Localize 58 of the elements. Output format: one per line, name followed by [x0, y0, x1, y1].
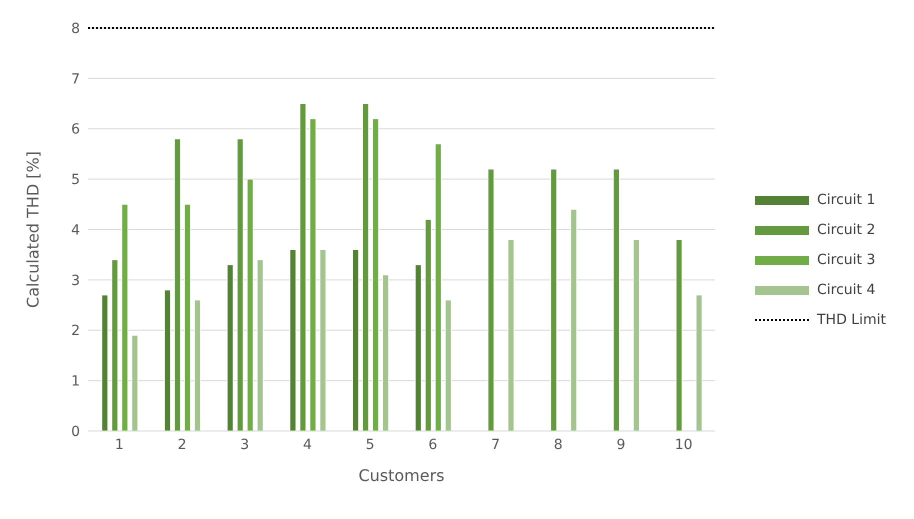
- x-tick-label: 7: [491, 436, 500, 453]
- bar: [256, 259, 264, 431]
- x-axis-title: Customers: [358, 466, 445, 485]
- legend-label: Circuit 3: [816, 252, 876, 268]
- x-tick-label: 4: [302, 436, 312, 453]
- legend-label: Circuit 4: [816, 282, 876, 298]
- y-axis-title: Calculated THD [%]: [24, 151, 43, 308]
- y-tick-label: 6: [71, 122, 80, 138]
- bar: [246, 178, 254, 431]
- bar: [226, 264, 234, 431]
- bar: [434, 143, 442, 431]
- bar: [174, 138, 181, 431]
- x-tick-label: 6: [428, 436, 438, 453]
- x-tick-label: 8: [554, 436, 563, 453]
- bar: [352, 249, 359, 431]
- bar: [319, 249, 326, 431]
- bar: [612, 168, 620, 431]
- y-tick-label: 3: [71, 272, 80, 289]
- bar: [444, 300, 452, 431]
- bar: [131, 334, 138, 431]
- y-tick-label: 1: [71, 374, 80, 390]
- bar: [299, 103, 306, 431]
- y-tick-label: 0: [71, 424, 80, 440]
- bar: [488, 168, 494, 431]
- bar: [696, 294, 702, 431]
- bar: [632, 239, 640, 431]
- y-tick-label: 2: [71, 323, 80, 340]
- bar: [570, 208, 578, 431]
- x-tick-label: 3: [240, 436, 250, 453]
- y-tick-label: 4: [71, 222, 80, 238]
- x-tick-label: 1: [114, 436, 124, 453]
- x-tick-label: 2: [178, 436, 187, 453]
- bar: [424, 219, 432, 431]
- bar: [362, 103, 369, 431]
- bar: [414, 264, 422, 431]
- bar: [309, 118, 316, 431]
- bar: [372, 118, 379, 431]
- x-tick-label: 9: [616, 436, 626, 453]
- bar: [550, 168, 558, 431]
- y-tick-label: 8: [71, 20, 80, 37]
- bar: [184, 204, 191, 431]
- bar: [164, 290, 171, 431]
- bar: [382, 274, 389, 431]
- legend-label: Circuit 1: [816, 192, 876, 208]
- x-tick-label: 10: [674, 436, 693, 453]
- bar: [508, 239, 514, 431]
- bar: [101, 294, 108, 431]
- bar: [121, 204, 128, 431]
- y-tick-label: 5: [71, 172, 80, 188]
- legend-label: Circuit 2: [816, 222, 876, 238]
- bar: [111, 259, 118, 431]
- bar: [236, 138, 244, 431]
- bar: [289, 249, 296, 431]
- legend-label: THD Limit: [816, 312, 886, 328]
- y-tick-label: 7: [71, 71, 80, 88]
- bar: [194, 300, 201, 431]
- x-tick-label: 5: [366, 436, 375, 453]
- bar: [676, 239, 682, 431]
